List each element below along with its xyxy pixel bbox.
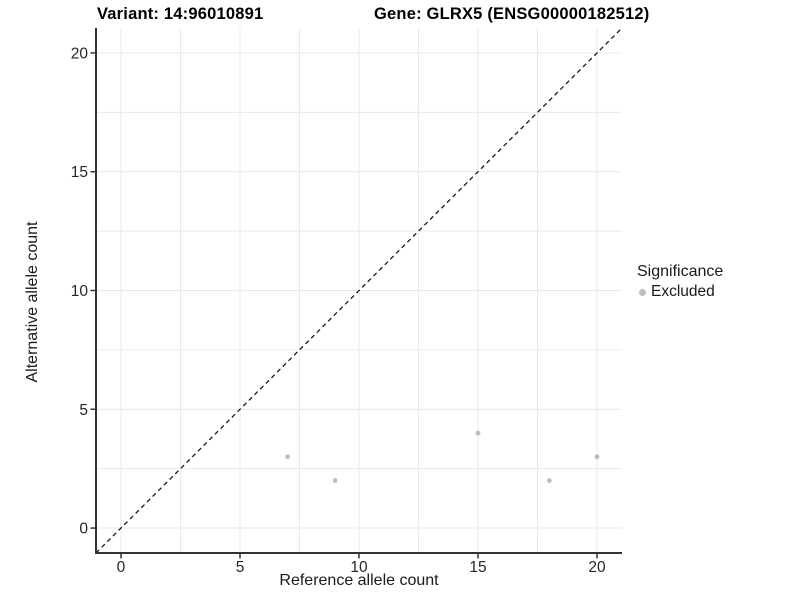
x-tick-label: 20 xyxy=(588,559,606,576)
x-tick-label: 15 xyxy=(469,559,486,576)
y-tick-label: 5 xyxy=(79,402,88,419)
legend-title: Significance xyxy=(637,263,724,280)
data-point xyxy=(332,478,338,483)
y-tick-label: 0 xyxy=(79,521,88,538)
x-tick-label: 0 xyxy=(117,559,126,576)
data-point xyxy=(594,454,600,460)
x-tick-label: 5 xyxy=(236,559,245,576)
y-tick-label: 20 xyxy=(71,45,89,62)
legend-point-icon xyxy=(639,288,646,296)
y-axis-title: Alternative allele count xyxy=(24,221,41,383)
y-tick-label: 10 xyxy=(71,283,89,300)
legend-item-excluded: Excluded xyxy=(637,282,723,302)
data-point xyxy=(547,478,552,483)
data-point xyxy=(475,430,481,436)
x-axis-title: Reference allele count xyxy=(279,572,439,589)
plot-title-variant: Variant: 14:96010891 xyxy=(97,5,264,23)
identity-line xyxy=(95,27,623,554)
x-tick-label: 10 xyxy=(350,559,368,576)
plot-title-gene: Gene: GLRX5 (ENSG00000182512) xyxy=(374,5,650,23)
y-tick-label: 15 xyxy=(71,164,88,181)
legend-item-label: Excluded xyxy=(651,283,715,300)
data-point xyxy=(285,454,290,460)
legend: Significance Excluded xyxy=(637,262,723,302)
